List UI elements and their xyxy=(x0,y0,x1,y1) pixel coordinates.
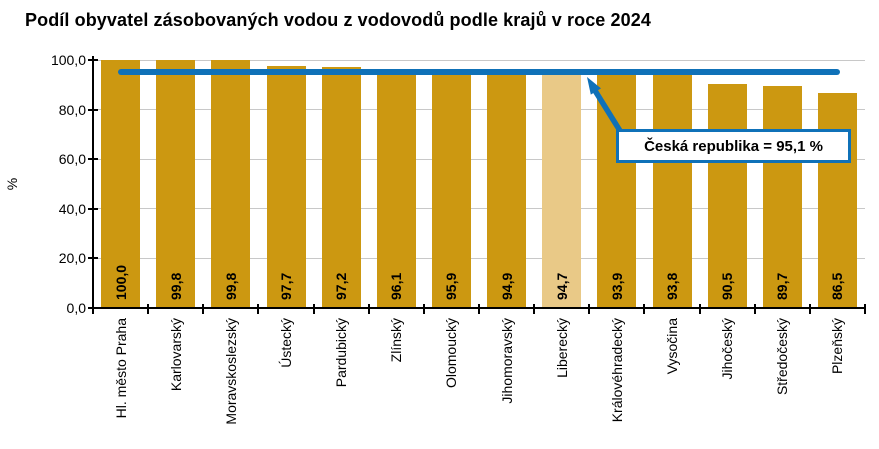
x-axis-tick xyxy=(478,304,480,314)
x-axis-tick xyxy=(533,304,536,314)
x-axis-tick xyxy=(643,304,646,314)
x-axis-tick xyxy=(864,304,866,314)
bar xyxy=(707,83,747,308)
y-axis-tick-label: 100,0 xyxy=(50,52,86,68)
x-axis-tick xyxy=(808,304,811,314)
reference-line xyxy=(117,69,841,76)
x-axis-category-label: Ústecký xyxy=(278,318,294,368)
y-axis-tick-label: 20,0 xyxy=(58,250,86,267)
gridline xyxy=(93,158,865,160)
gridline xyxy=(93,109,865,111)
x-axis-tick xyxy=(422,304,425,314)
bar-value-label: 97,2 xyxy=(333,272,350,300)
x-axis-tick xyxy=(367,304,370,314)
bar xyxy=(211,60,251,308)
chart-title: Podíl obyvatel zásobovaných vodou z vodo… xyxy=(25,10,651,30)
bar-value-label: 95,9 xyxy=(443,272,460,300)
bar xyxy=(431,70,471,308)
x-axis-category-label: Liberecký xyxy=(553,318,570,378)
bar-value-label: 89,7 xyxy=(774,272,791,300)
bar xyxy=(376,69,416,308)
x-axis-tick xyxy=(588,304,591,314)
bar-value-label: 94,9 xyxy=(498,272,515,300)
x-axis-category-label: Hl. město Praha xyxy=(112,318,129,419)
y-axis-tick-label: 40,0 xyxy=(58,200,86,217)
bar xyxy=(487,72,527,308)
x-axis-category-label: Moravskoslezský xyxy=(222,318,239,425)
x-axis-category-label: Pardubický xyxy=(333,318,350,388)
bar xyxy=(652,75,692,308)
x-axis-category-label: Vysočina xyxy=(664,318,680,375)
bar xyxy=(762,85,802,308)
x-axis-category-label: Plzeňský xyxy=(829,318,846,375)
y-axis-tick-label: 60,0 xyxy=(58,151,86,168)
bar-value-label: 90,5 xyxy=(719,272,736,300)
x-axis-tick xyxy=(698,304,701,314)
bar-value-label: 94,7 xyxy=(553,272,570,300)
bar xyxy=(156,60,196,308)
bar xyxy=(101,60,141,308)
annotation-label: Česká republika = 95,1 % xyxy=(644,137,823,155)
bar xyxy=(321,66,361,308)
bar-value-label: 86,5 xyxy=(829,272,846,300)
bar-value-label: 93,9 xyxy=(608,272,625,300)
x-axis-category-label: Královéhradecký xyxy=(608,318,625,423)
x-axis-category-label: Zlínský xyxy=(388,318,405,363)
y-axis-title: % xyxy=(4,177,20,191)
bar-value-label: 93,8 xyxy=(664,272,680,300)
x-axis-tick xyxy=(202,304,205,314)
x-axis-tick xyxy=(753,304,756,314)
x-axis-category-label: Jihočeský xyxy=(719,318,736,380)
annotation-callout: Česká republika = 95,1 % xyxy=(616,129,851,163)
x-axis-category-label: Karlovarský xyxy=(167,318,184,392)
x-axis-tick xyxy=(312,304,315,314)
y-axis-line xyxy=(92,56,94,309)
bar-value-label: 99,8 xyxy=(222,272,239,300)
x-axis-tick xyxy=(147,304,150,314)
y-axis-tick-label: 0,0 xyxy=(66,300,86,316)
x-axis-category-label: Středočeský xyxy=(774,318,791,396)
gridline xyxy=(93,208,865,210)
bar xyxy=(266,65,306,308)
gridline xyxy=(93,257,865,259)
gridline xyxy=(93,59,865,61)
y-axis-tick-label: 80,0 xyxy=(58,101,86,118)
x-axis-category-label: Jihomoravský xyxy=(498,318,515,404)
bar-value-label: 100,0 xyxy=(112,264,129,300)
bar xyxy=(542,73,582,308)
x-axis-tick xyxy=(257,304,260,314)
bar-value-label: 97,7 xyxy=(278,272,294,300)
x-axis-line xyxy=(92,307,866,309)
x-axis-tick xyxy=(92,304,94,314)
bar-value-label: 96,1 xyxy=(388,272,405,300)
x-axis-category-label: Olomoucký xyxy=(443,318,460,389)
bar-value-label: 99,8 xyxy=(167,272,184,300)
